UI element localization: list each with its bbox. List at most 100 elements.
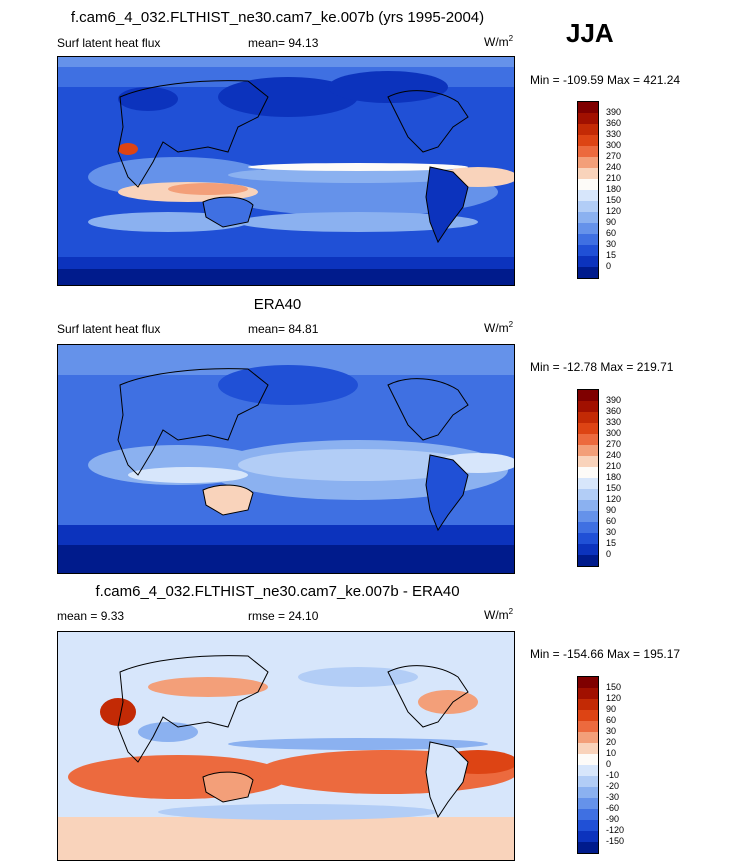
colorbar-tick-label: 0 [606,549,612,559]
colorbar-swatch [578,157,598,168]
colorbar-swatch [578,267,598,278]
colorbar-swatch [578,754,598,765]
colorbar-tick-label: -30 [606,792,620,802]
colorbar-tick-label: 300 [606,428,622,438]
colorbar-tick-label: 390 [606,107,622,117]
colorbar-tick-label: 390 [606,395,622,405]
colorbar-tick-label: -120 [606,825,625,835]
colorbar-swatch [578,434,598,445]
panel3-title: f.cam6_4_032.FLTHIST_ne30.cam7_ke.007b -… [95,583,460,600]
colorbar-tick-label: -20 [606,781,620,791]
colorbar-swatch [578,412,598,423]
colorbar-swatch [578,765,598,776]
colorbar-swatch [578,401,598,412]
panel2-minmax: Min = -12.78 Max = 219.71 [530,360,674,374]
colorbar-swatch [578,223,598,234]
colorbar-tick-label: 20 [606,737,617,747]
panel2-title: ERA40 [253,296,302,313]
panel1-colorbar [577,101,599,279]
colorbar-swatch [578,544,598,555]
colorbar-swatch [578,190,598,201]
panel3-map [57,631,515,861]
colorbar-swatch [578,102,598,113]
colorbar-tick-label: 60 [606,715,617,725]
colorbar-swatch [578,809,598,820]
colorbar-swatch [578,390,598,401]
colorbar-tick-label: 360 [606,118,622,128]
colorbar-tick-label: -150 [606,836,625,846]
colorbar-tick-label: 120 [606,206,622,216]
panel3-colorbar [577,676,599,854]
colorbar-tick-label: 330 [606,129,622,139]
colorbar-swatch [578,831,598,842]
colorbar-swatch [578,146,598,157]
colorbar-tick-label: 150 [606,195,622,205]
panel2-units: W/m2 [484,320,514,335]
colorbar-swatch [578,798,598,809]
colorbar-tick-label: 150 [606,682,622,692]
panel1-units: W/m2 [484,34,514,49]
colorbar-swatch [578,212,598,223]
colorbar-tick-label: 210 [606,173,622,183]
colorbar-tick-label: 300 [606,140,622,150]
colorbar-tick-label: 0 [606,759,612,769]
panel1-mean-label: mean= 94.13 [248,36,319,50]
colorbar-swatch [578,256,598,267]
colorbar-tick-label: 15 [606,250,617,260]
panel1-title: f.cam6_4_032.FLTHIST_ne30.cam7_ke.007b (… [70,9,485,26]
colorbar-swatch [578,743,598,754]
panel3-units: W/m2 [484,607,514,622]
colorbar-swatch [578,179,598,190]
colorbar-tick-label: 90 [606,704,617,714]
colorbar-tick-label: 330 [606,417,622,427]
panel3-rmse-label: rmse = 24.10 [248,609,319,623]
colorbar-swatch [578,522,598,533]
colorbar-swatch [578,842,598,853]
colorbar-tick-label: -90 [606,814,620,824]
colorbar-swatch [578,467,598,478]
colorbar-swatch [578,245,598,256]
colorbar-tick-label: 120 [606,693,622,703]
colorbar-swatch [578,423,598,434]
colorbar-tick-label: 90 [606,505,617,515]
colorbar-swatch [578,710,598,721]
colorbar-swatch [578,500,598,511]
colorbar-tick-label: 30 [606,239,617,249]
colorbar-tick-label: 270 [606,151,622,161]
colorbar-swatch [578,555,598,566]
panel2-map-field [58,345,514,573]
panel2-colorbar [577,389,599,567]
colorbar-tick-label: 180 [606,472,622,482]
colorbar-tick-label: 120 [606,494,622,504]
colorbar-swatch [578,688,598,699]
colorbar-swatch [578,721,598,732]
panel2-variable-label: Surf latent heat flux [57,322,161,336]
colorbar-swatch [578,135,598,146]
colorbar-swatch [578,124,598,135]
panel3-mean-label: mean = 9.33 [57,609,125,623]
panel2-map [57,344,515,574]
colorbar-tick-label: 0 [606,261,612,271]
colorbar-tick-label: 10 [606,748,617,758]
panel1-map-field [58,57,514,285]
colorbar-swatch [578,234,598,245]
colorbar-swatch [578,511,598,522]
colorbar-tick-label: 60 [606,228,617,238]
colorbar-tick-label: 210 [606,461,622,471]
panel3-map-field [58,632,514,860]
colorbar-tick-label: 240 [606,450,622,460]
colorbar-tick-label: 240 [606,162,622,172]
colorbar-tick-label: -60 [606,803,620,813]
colorbar-swatch [578,732,598,743]
colorbar-tick-label: 150 [606,483,622,493]
colorbar-tick-label: 30 [606,527,617,537]
colorbar-tick-label: 60 [606,516,617,526]
colorbar-swatch [578,489,598,500]
colorbar-swatch [578,533,598,544]
colorbar-swatch [578,699,598,710]
colorbar-tick-label: 180 [606,184,622,194]
colorbar-swatch [578,677,598,688]
colorbar-swatch [578,201,598,212]
panel1-map [57,56,515,286]
colorbar-tick-label: 15 [606,538,617,548]
